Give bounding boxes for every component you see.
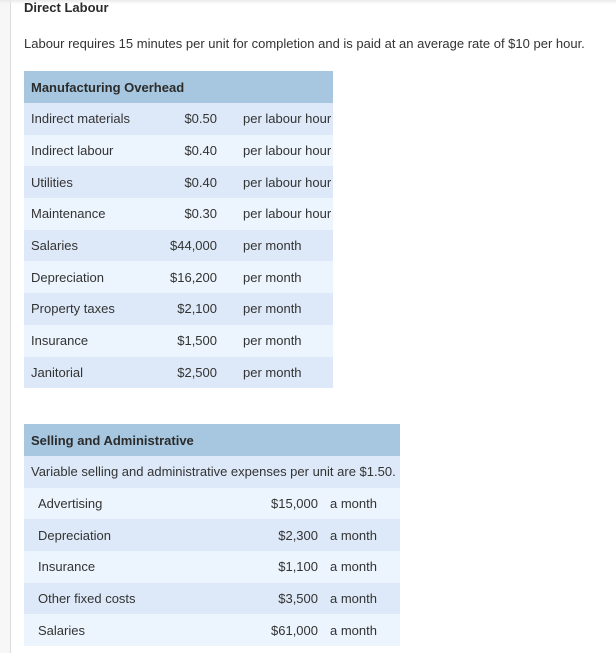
table-row: Insurance $1,500 per month [24, 324, 333, 357]
left-gutter [0, 0, 11, 653]
variable-note: Variable selling and administrative expe… [24, 456, 400, 488]
table-row: Property taxes $2,100 per month [24, 293, 333, 325]
amount-cell: $1,500 [149, 324, 217, 357]
amount-cell: $2,100 [149, 293, 217, 325]
item-cell: Advertising [24, 487, 248, 520]
manufacturing-overhead-table: Manufacturing Overhead Indirect material… [24, 71, 333, 389]
basis-cell: per month [217, 324, 333, 357]
item-cell: Other fixed costs [24, 582, 248, 615]
item-cell: Utilities [24, 166, 149, 199]
amount-cell: $44,000 [149, 229, 217, 262]
table-row: Other fixed costs $3,500 a month [24, 582, 400, 615]
basis-cell: per labour hour [217, 103, 333, 135]
item-cell: Janitorial [24, 356, 149, 389]
table-header: Selling and Administrative [24, 424, 400, 456]
basis-cell: per month [217, 356, 333, 389]
item-cell: Maintenance [24, 198, 149, 230]
item-cell: Salaries [24, 229, 149, 262]
basis-cell: a month [318, 519, 400, 552]
table-header-label: Manufacturing Overhead [24, 71, 333, 103]
amount-cell: $0.50 [149, 103, 217, 135]
item-cell: Depreciation [24, 519, 248, 552]
amount-cell: $16,200 [149, 261, 217, 294]
selling-admin-table: Selling and Administrative Variable sell… [24, 424, 400, 647]
amount-cell: $0.30 [149, 198, 217, 230]
basis-cell: a month [318, 487, 400, 520]
section-title-direct-labour: Direct Labour [24, 0, 109, 15]
amount-cell: $15,000 [248, 487, 318, 520]
table-row: Maintenance $0.30 per labour hour [24, 198, 333, 230]
basis-cell: a month [318, 582, 400, 615]
amount-cell: $0.40 [149, 134, 217, 167]
top-shadow [0, 0, 616, 4]
table-row: Utilities $0.40 per labour hour [24, 166, 333, 199]
table-row: Indirect materials $0.50 per labour hour [24, 103, 333, 135]
table-row: Salaries $61,000 a month [24, 614, 400, 647]
basis-cell: a month [318, 551, 400, 583]
table-row: Depreciation $2,300 a month [24, 519, 400, 552]
table-row: Janitorial $2,500 per month [24, 356, 333, 389]
basis-cell: per labour hour [217, 134, 333, 167]
basis-cell: a month [318, 614, 400, 647]
item-cell: Depreciation [24, 261, 149, 294]
item-cell: Indirect labour [24, 134, 149, 167]
table-row: Salaries $44,000 per month [24, 229, 333, 262]
amount-cell: $2,300 [248, 519, 318, 552]
item-cell: Salaries [24, 614, 248, 647]
direct-labour-text: Labour requires 15 minutes per unit for … [24, 36, 585, 51]
amount-cell: $1,100 [248, 551, 318, 583]
item-cell: Insurance [24, 551, 248, 583]
table-row: Indirect labour $0.40 per labour hour [24, 134, 333, 167]
table-row: Advertising $15,000 a month [24, 487, 400, 520]
table-header-label: Selling and Administrative [24, 424, 400, 456]
amount-cell: $61,000 [248, 614, 318, 647]
basis-cell: per month [217, 261, 333, 294]
table-header: Manufacturing Overhead [24, 71, 333, 103]
table-row: Insurance $1,100 a month [24, 551, 400, 583]
amount-cell: $2,500 [149, 356, 217, 389]
item-cell: Property taxes [24, 293, 149, 325]
basis-cell: per labour hour [217, 198, 333, 230]
item-cell: Indirect materials [24, 103, 149, 135]
basis-cell: per month [217, 293, 333, 325]
variable-note-row: Variable selling and administrative expe… [24, 456, 400, 488]
amount-cell: $0.40 [149, 166, 217, 199]
amount-cell: $3,500 [248, 582, 318, 615]
basis-cell: per labour hour [217, 166, 333, 199]
basis-cell: per month [217, 229, 333, 262]
table-row: Depreciation $16,200 per month [24, 261, 333, 294]
item-cell: Insurance [24, 324, 149, 357]
